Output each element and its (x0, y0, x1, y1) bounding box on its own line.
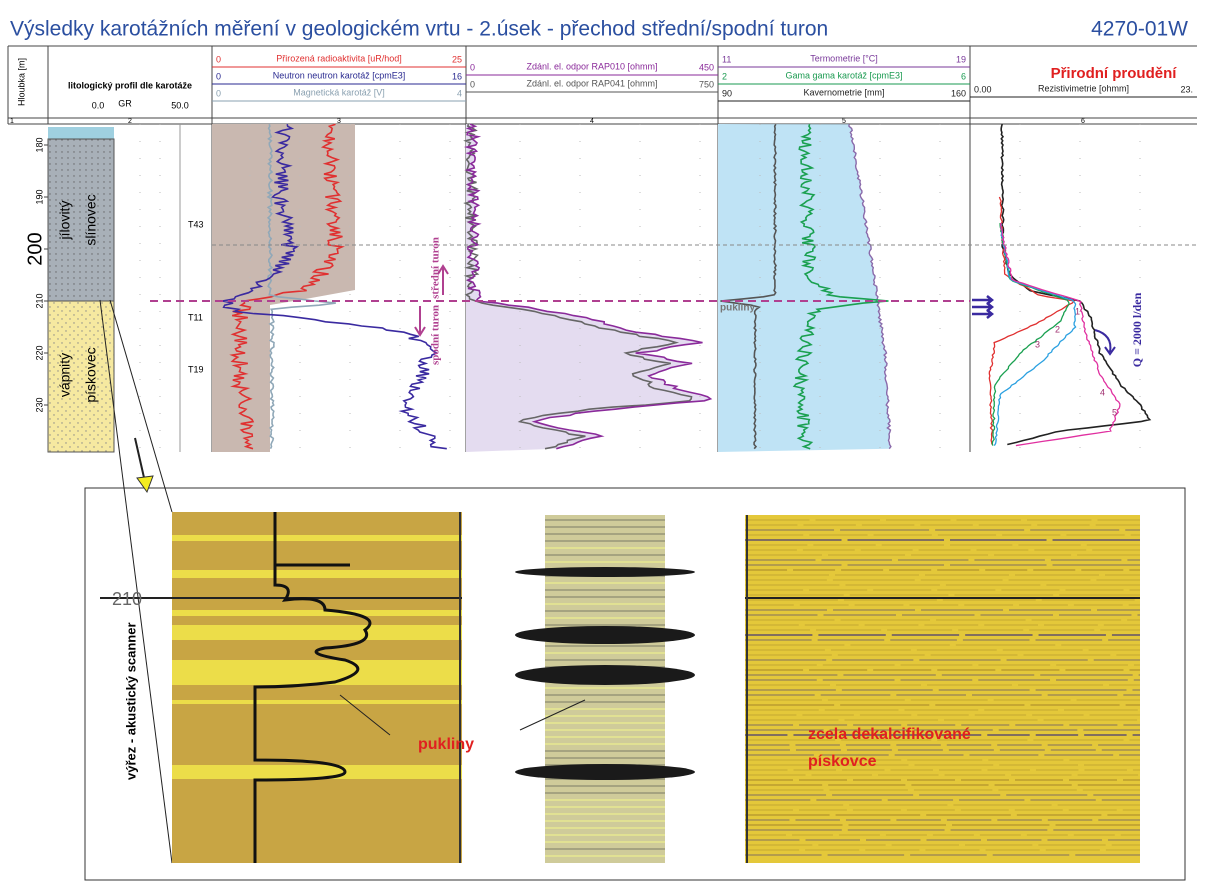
scanner-depth: 210 (112, 589, 142, 609)
curve-number: 3 (1035, 339, 1040, 349)
curve-number: 5 (1112, 407, 1117, 417)
litho-name: jílovitý (57, 201, 73, 241)
figure: Výsledky karotážních měření v geologické… (0, 0, 1205, 890)
column-number: 2 (128, 118, 132, 125)
scan-band (172, 610, 462, 616)
scale-max: 4 (457, 88, 462, 98)
scale-label: Přirozená radioaktivita [uR/hod] (276, 53, 402, 63)
formation-lower: spodní turon (430, 305, 442, 365)
scan-band (172, 570, 462, 578)
litho-header: litologický profil dle karotáže (68, 80, 192, 90)
column-number: 5 (842, 118, 846, 125)
scale-min: 0 (216, 71, 221, 81)
core-band (515, 764, 695, 780)
litho-name: vápnitý (57, 353, 73, 397)
title: Výsledky karotážních měření v geologické… (10, 18, 828, 41)
scale-min: 90 (722, 88, 732, 98)
scale-min: 0 (216, 88, 221, 98)
curve-number: 4 (1100, 387, 1105, 397)
depth-label: 220 (34, 345, 44, 360)
scan-band (172, 535, 462, 541)
curve-number: 2 (1055, 324, 1060, 334)
scale-max: 25 (452, 54, 462, 64)
scale-max: 450 (699, 62, 714, 72)
scale-min: 0 (470, 62, 475, 72)
scan-wall (745, 515, 1140, 863)
litho-cap (48, 127, 114, 139)
litho-min: 0.0 (92, 100, 105, 110)
litho-name: pískovec (83, 347, 99, 402)
scale-min: 2 (722, 71, 727, 81)
depth-header: Hloubka [m] (16, 58, 26, 106)
scale-label: Rezistivimetrie [ohmm] (1038, 83, 1129, 93)
column-number: 3 (337, 118, 341, 125)
column-number: 4 (590, 118, 594, 125)
scan-band (172, 700, 462, 704)
depth-label: 230 (34, 397, 44, 412)
scanner-fractures: pukliny (418, 736, 474, 753)
scale-min: 0 (470, 79, 475, 89)
scale-min: 11 (722, 54, 731, 64)
scanner-note: pískovce (808, 753, 877, 770)
depth-label: 190 (34, 189, 44, 204)
scale-max: 750 (699, 79, 714, 89)
scale-label: Termometrie [°C] (810, 53, 878, 63)
horizon: T11 (188, 312, 203, 322)
scanner-note: zcela dekalcifikované (808, 726, 971, 743)
depth-label: 180 (34, 137, 44, 152)
scale-max: 23. (1180, 84, 1193, 94)
flow-arrow (972, 310, 992, 318)
fractures-label: pukliny (720, 303, 755, 314)
arrow (135, 438, 145, 482)
arrow-head (137, 476, 153, 492)
scanner-images (100, 512, 1140, 863)
column-number: 1 (10, 118, 14, 125)
litho-name: slínovec (83, 194, 99, 245)
curve-number: 1 (1075, 306, 1080, 316)
log-curve (1001, 223, 1120, 446)
flow-title: Přirodní proudění (1051, 65, 1178, 82)
scale-min: 0 (216, 54, 221, 64)
scale-max: 6 (961, 71, 966, 81)
scale-max: 19 (956, 54, 966, 64)
column-number: 6 (1081, 118, 1085, 125)
core-band (515, 665, 695, 685)
scanner-label: výřez - akustický scanner (123, 622, 138, 780)
flow-arrow (972, 303, 992, 311)
litho-curve: GR (118, 98, 132, 108)
flow-arrow (972, 296, 992, 304)
scale-label: Gama gama karotáž [cpmE3] (785, 70, 902, 80)
depth-label: 200 (24, 232, 46, 265)
scale-label: Neutron neutron karotáž [cpmE3] (273, 70, 406, 80)
core-band (515, 626, 695, 644)
scale-min: 0.00 (974, 84, 992, 94)
scale-max: 16 (452, 71, 462, 81)
scale-label: Zdánl. el. odpor RAP010 [ohmm] (526, 61, 657, 71)
scan-band (172, 625, 462, 640)
horizon: T19 (188, 364, 204, 374)
litho-max: 50.0 (171, 100, 189, 110)
scale-label: Kavernometrie [mm] (803, 87, 884, 97)
scan-band (172, 660, 462, 685)
scan-band (172, 765, 462, 779)
depth-label: 210 (34, 293, 44, 308)
scale-label: Magnetická karotáž [V] (293, 87, 385, 97)
scale-label: Zdánl. el. odpor RAP041 [ohmm] (526, 78, 657, 88)
scale-max: 160 (951, 88, 966, 98)
flow-rate: Q = 2000 l/den (1130, 292, 1144, 367)
formation-upper: střední turon (430, 237, 442, 299)
log-curves (44, 124, 1197, 452)
well-code: 4270-01W (1091, 18, 1188, 41)
core-band (515, 567, 695, 577)
horizon: T43 (188, 219, 204, 229)
